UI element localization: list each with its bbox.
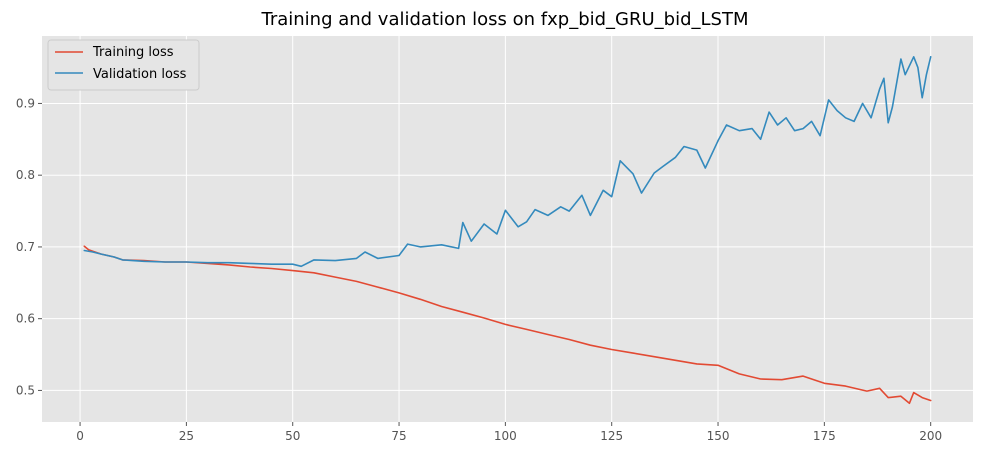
x-axis: 0 25 50 75 100 125 150 175 200	[76, 422, 942, 443]
legend: Training loss Validation loss	[47, 39, 200, 91]
y-tick-label: 0.5	[16, 383, 35, 397]
legend-label-training: Training loss	[92, 45, 174, 60]
y-axis: 0.5 0.6 0.7 0.8 0.9	[16, 96, 42, 397]
series-lines	[83, 55, 932, 405]
x-tick-label: 125	[600, 429, 623, 443]
x-tick-label: 100	[494, 429, 517, 443]
plot-area	[42, 36, 973, 422]
x-tick-label: 75	[391, 429, 406, 443]
legend-label-validation: Validation loss	[93, 67, 187, 82]
validation-loss-line	[83, 55, 932, 268]
grid-lines	[42, 36, 973, 422]
chart-title: Training and validation loss on fxp_bid_…	[260, 9, 748, 30]
x-tick-label: 0	[76, 429, 84, 443]
y-tick-label: 0.9	[16, 96, 35, 110]
x-tick-label: 200	[919, 429, 942, 443]
x-tick-label: 175	[813, 429, 836, 443]
x-tick-label: 25	[179, 429, 194, 443]
x-tick-label: 50	[285, 429, 300, 443]
y-tick-label: 0.6	[16, 312, 35, 326]
y-tick-label: 0.8	[16, 168, 35, 182]
y-tick-label: 0.7	[16, 240, 35, 254]
x-tick-label: 150	[707, 429, 730, 443]
legend-box	[47, 39, 200, 91]
